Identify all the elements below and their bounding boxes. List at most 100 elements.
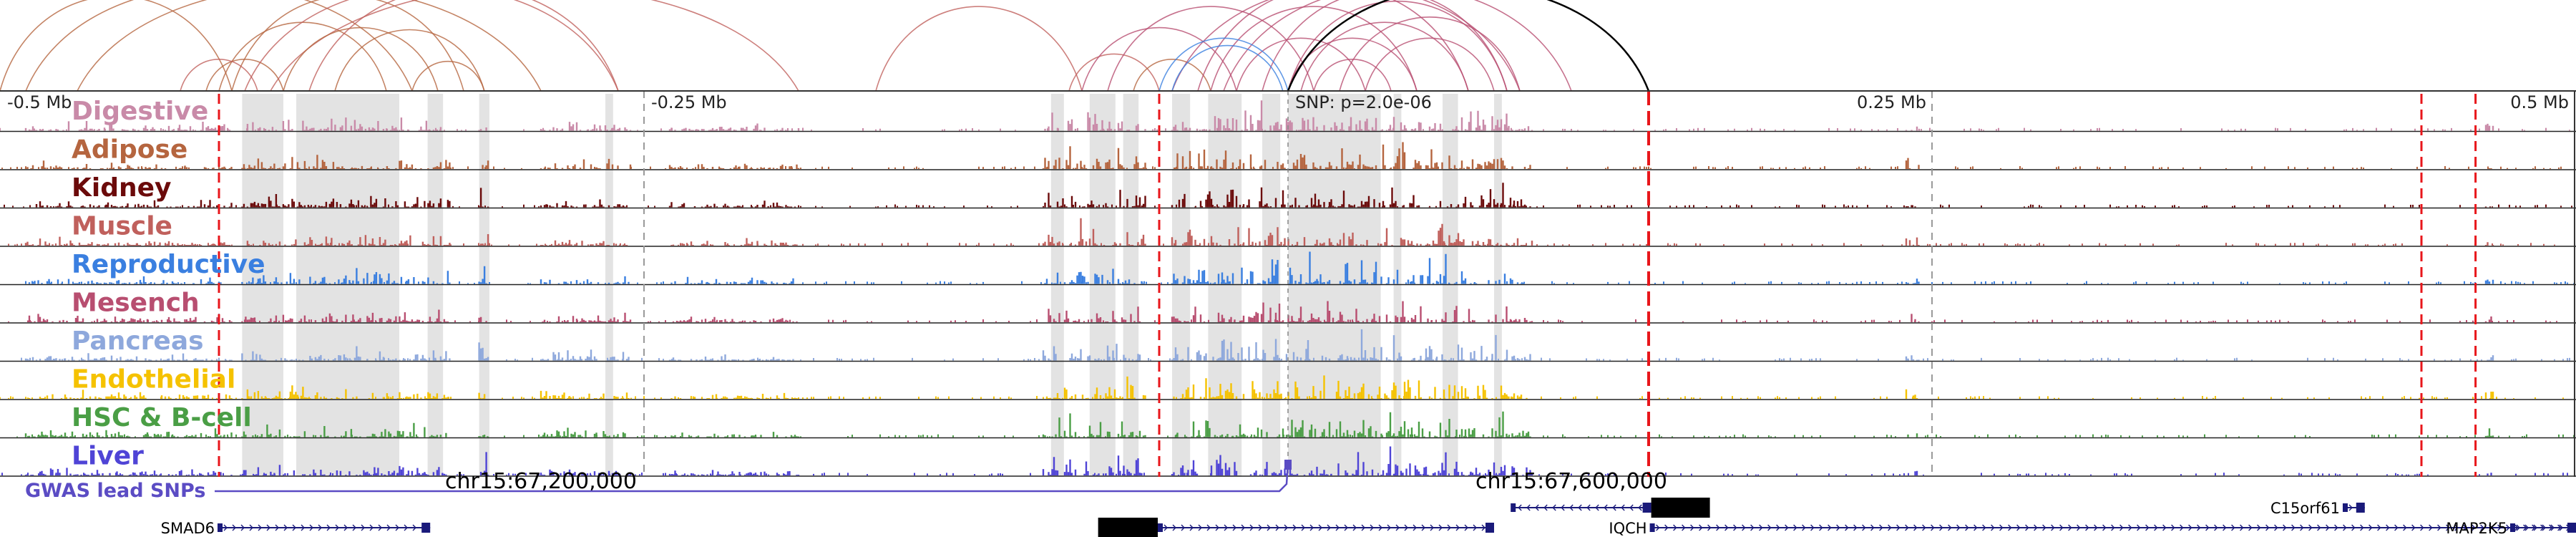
peak-cluster-4 — [668, 470, 800, 475]
peak-cluster-9 — [2484, 123, 2494, 131]
peak-cluster-1 — [241, 385, 449, 399]
gene-iqch: IQCH — [1609, 520, 2576, 537]
peak-cluster-2 — [478, 234, 489, 246]
track-labels: Digestive Adipose Kidney Muscle Reproductive… — [72, 97, 265, 471]
highlight-region-3 — [479, 94, 489, 477]
gene-label: MAP2K5 — [2446, 520, 2507, 537]
peak-cluster-9 — [2484, 279, 2494, 284]
peak-cluster-0 — [24, 428, 233, 437]
gene-exon — [2356, 503, 2365, 513]
peak-cluster-3 — [540, 158, 632, 169]
track-liver — [0, 446, 2576, 477]
peak-cluster-1 — [241, 465, 447, 475]
scale-label: 0.5 Mb — [2510, 92, 2569, 112]
peak-cluster-6 — [1171, 329, 1508, 361]
peak-cluster-2 — [478, 266, 487, 284]
peak-cluster-1 — [246, 235, 451, 246]
peak-cluster-7 — [1506, 165, 1531, 169]
peak-cluster-1 — [241, 268, 451, 284]
peak-cluster-8 — [1905, 389, 1918, 399]
peak-cluster-8 — [1911, 314, 1920, 322]
peak-cluster-0 — [24, 236, 231, 246]
peak-cluster-1 — [241, 422, 447, 437]
gene-smad3: SMAD3 — [1098, 518, 1494, 537]
loop-arc-23 — [1262, 0, 1508, 92]
peak-cluster-3 — [542, 312, 632, 322]
gene-exon — [1642, 503, 1652, 513]
loop-arc-19 — [1197, 0, 1469, 92]
peak-cluster-0 — [24, 353, 233, 361]
peak-cluster-8 — [1905, 158, 1920, 169]
coordinate-ruler: chr15:67,200,000 chr15:67,600,000 — [445, 469, 1667, 494]
highlight-region-12 — [1393, 94, 1402, 477]
peak-cluster-7 — [1511, 466, 1533, 475]
peak-cluster-3 — [540, 469, 632, 475]
scale-label: -0.5 Mb — [7, 92, 72, 112]
peak-cluster-4 — [670, 432, 800, 437]
loop-arc-16 — [1107, 6, 1314, 92]
loop-arc-21 — [1223, 0, 1572, 92]
track-endothelial — [0, 375, 2576, 400]
peak-cluster-9 — [2487, 355, 2494, 361]
peak-cluster-7 — [1506, 349, 1531, 361]
peak-cluster-3 — [542, 349, 630, 361]
gene-exon — [1649, 523, 1655, 532]
peak-cluster-3 — [540, 276, 630, 284]
gwas-snp-marker — [1284, 460, 1292, 470]
peak-cluster-3 — [540, 122, 632, 131]
peak-cluster-7 — [1506, 318, 1533, 322]
peak-cluster-3 — [540, 199, 626, 208]
track-reproductive — [0, 251, 2576, 286]
peak-cluster-1 — [241, 346, 451, 361]
peak-cluster-5 — [1044, 112, 1146, 131]
peak-cluster-9 — [2488, 168, 2492, 169]
loop-arc-18 — [1171, 0, 1521, 92]
peak-cluster-6 — [1171, 251, 1506, 284]
loop-arc-32 — [1287, 0, 1650, 92]
gwas-track: GWAS lead SNPs — [25, 460, 1292, 502]
peak-cluster-3 — [540, 427, 626, 437]
peak-cluster-6 — [1174, 142, 1506, 169]
loop-arc-25 — [1171, 45, 1284, 92]
peak-cluster-0 — [24, 468, 233, 475]
peak-cluster-0 — [28, 276, 222, 284]
peak-cluster-5 — [1044, 268, 1145, 284]
loop-arc-3 — [205, 59, 284, 92]
peak-cluster-4 — [668, 163, 800, 169]
highlight-region-0 — [242, 94, 283, 477]
peak-cluster-4 — [668, 200, 796, 208]
gene-exon — [1158, 523, 1163, 532]
peak-cluster-5 — [1042, 455, 1143, 475]
signal-tracks — [0, 100, 2576, 477]
gene-exon — [1485, 523, 1494, 533]
peak-cluster-4 — [668, 354, 794, 361]
loop-arc-20 — [1210, 6, 1418, 92]
peak-cluster-8 — [1905, 237, 1920, 246]
peak-cluster-5 — [1042, 344, 1141, 361]
track-label-reproductive: Reproductive — [72, 250, 265, 279]
gene-smad6: SMAD6 — [161, 520, 431, 537]
peak-cluster-4 — [670, 276, 794, 284]
loop-arc-7 — [270, 0, 799, 92]
peak-cluster-7 — [1508, 430, 1531, 437]
loop-arc-6 — [244, 0, 619, 92]
track-label-pancreas: Pancreas — [72, 326, 204, 356]
highlight-region-13 — [1443, 94, 1458, 477]
peak-cluster-1 — [241, 155, 451, 169]
gene-label: C15orf61 — [2270, 500, 2340, 517]
scale-bar: -0.5 Mb -0.25 Mb SNP: p=2.0e-06 0.25 Mb 0.5 … — [0, 90, 2576, 477]
peak-cluster-0 — [28, 390, 233, 399]
highlight-region-7 — [1123, 94, 1139, 477]
loop-arc-8 — [283, 26, 439, 92]
loop-arc-12 — [180, 59, 258, 92]
gene-exon — [2510, 523, 2515, 532]
gene-exon — [421, 523, 431, 533]
track-label-digestive: Digestive — [72, 97, 208, 126]
highlight-region-4 — [605, 94, 613, 477]
peak-cluster-9 — [2484, 242, 2494, 246]
loop-arc-9 — [308, 0, 619, 92]
peak-cluster-2 — [479, 452, 489, 475]
peak-cluster-6 — [1171, 100, 1508, 131]
peak-cluster-6 — [1171, 446, 1506, 475]
